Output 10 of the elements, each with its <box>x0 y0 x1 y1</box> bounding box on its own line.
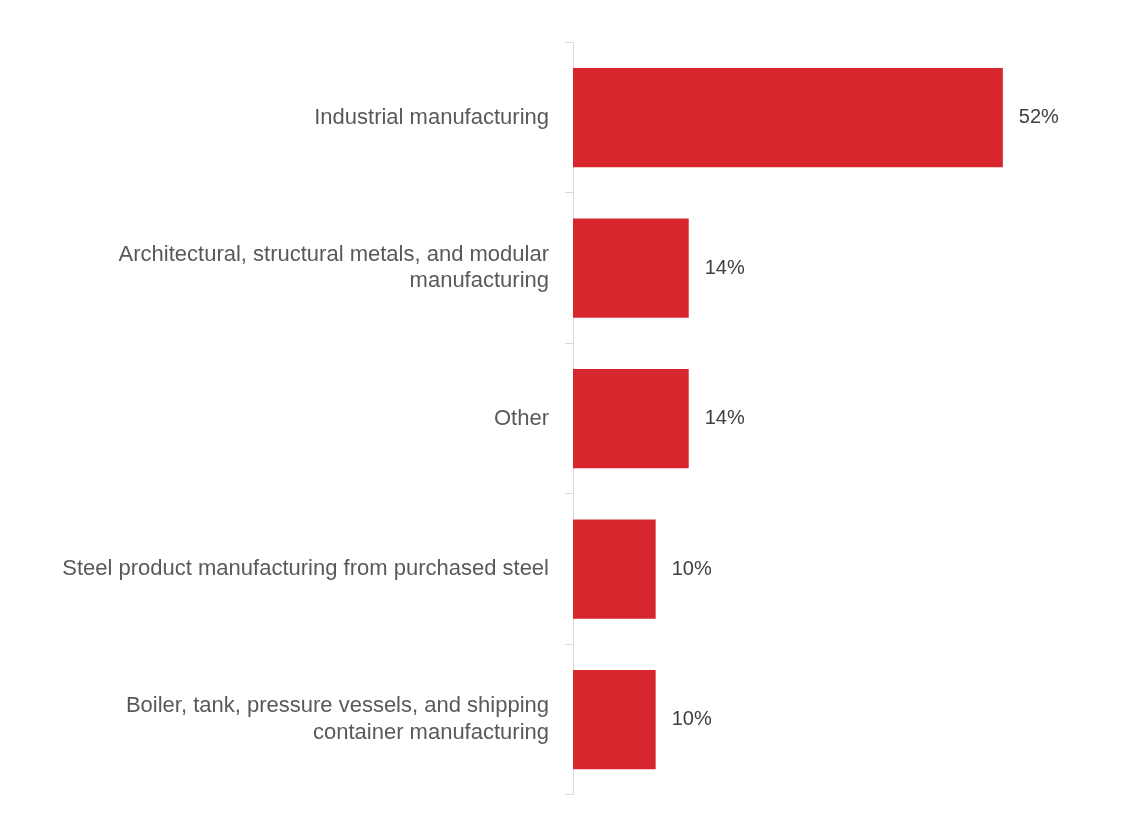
y-tick-label: Industrial manufacturing <box>314 103 549 129</box>
data-label: 14% <box>704 255 745 278</box>
y-tick-label: Architectural, structural metals, and modular manufacturing <box>118 240 549 293</box>
y-tick-label: Steel product manufacturing from purchased steel <box>62 555 549 581</box>
y-tick-label: Other <box>493 404 549 430</box>
data-label: 14% <box>704 406 745 429</box>
y-tick-label: Boiler, tank, pressure vessels, and shipping container manufacturing <box>125 692 549 744</box>
data-label: 10% <box>671 707 712 730</box>
data-label: 52% <box>1018 105 1060 128</box>
data-label: 10% <box>671 556 712 579</box>
